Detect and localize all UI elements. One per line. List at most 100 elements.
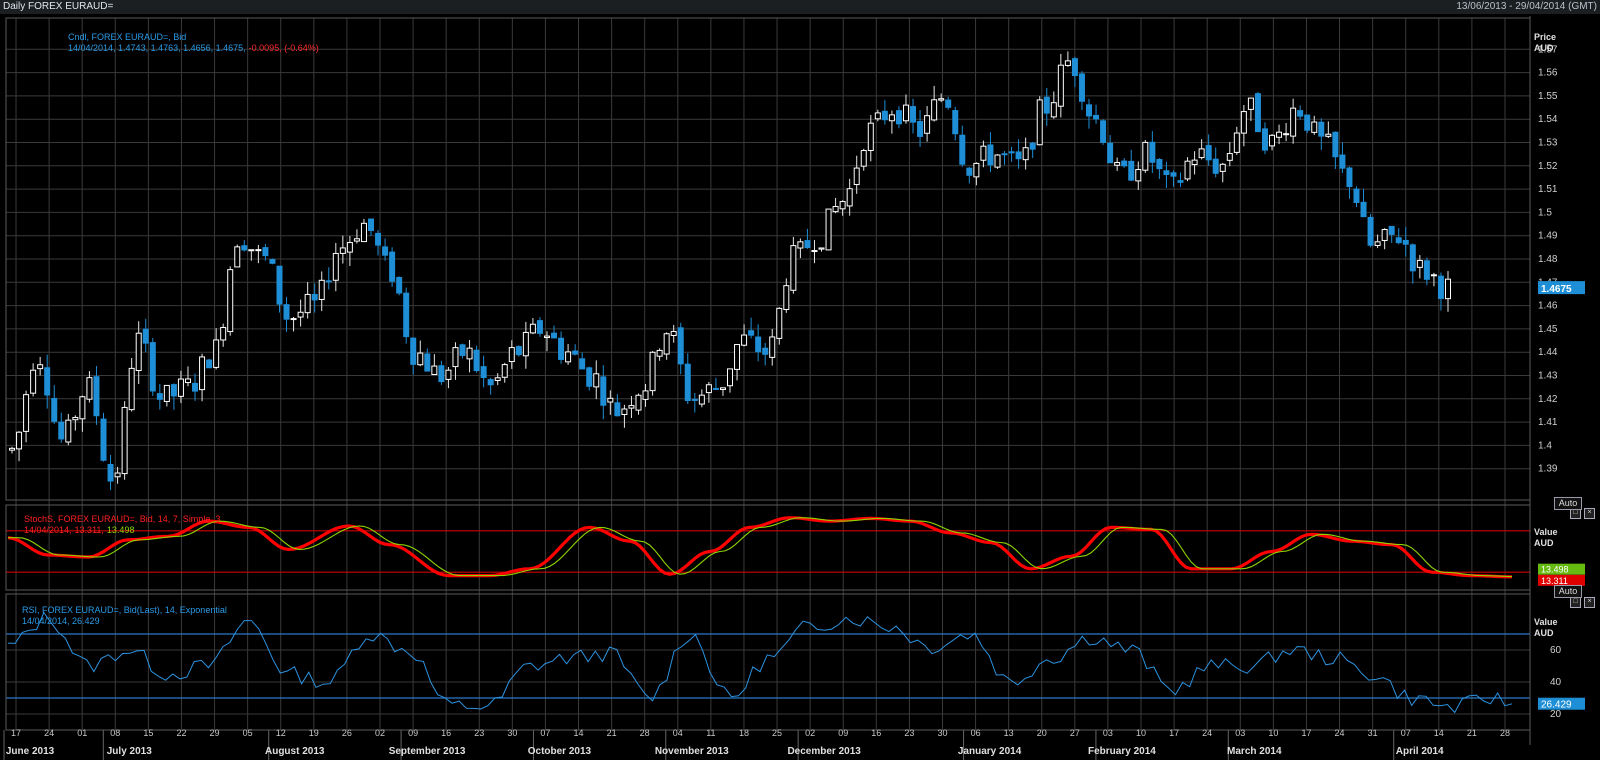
candle-body [586, 367, 593, 387]
candle-body [1156, 159, 1163, 170]
candle-body [1402, 239, 1409, 245]
candle-body [44, 367, 51, 396]
x-tick-label: 30 [937, 728, 947, 738]
date-range: 13/06/2013 - 29/04/2014 (GMT) [1456, 1, 1597, 12]
x-tick-label: 04 [673, 728, 683, 738]
candle-body [755, 336, 762, 353]
candle-body [579, 358, 586, 370]
candle-body [1100, 120, 1107, 143]
x-tick-label: 08 [110, 728, 120, 738]
candle-body [888, 114, 895, 122]
price-auto-button[interactable]: Auto [1554, 497, 1582, 510]
x-month-label: February 2014 [1088, 746, 1156, 757]
candle-body [360, 222, 367, 243]
stoch-close-button[interactable]: × [1584, 508, 1595, 519]
x-tick-label: 21 [607, 728, 617, 738]
price-y-tick-label: 1.46 [1538, 301, 1558, 312]
candle-body [501, 364, 508, 378]
stoch-legend-line2: 14/04/2014, 13.311, 13.498 [24, 525, 134, 535]
candle-body [642, 390, 649, 400]
candle-body [790, 245, 797, 291]
candle-body [9, 447, 15, 451]
stoch-legend-line1: StochS, FOREX EURAUD=, Bid, 14, 7, Simpl… [24, 514, 220, 524]
candle-body [1001, 153, 1008, 156]
x-month-label: September 2013 [389, 746, 466, 757]
candle-body [23, 394, 30, 432]
candle-body [192, 382, 199, 392]
candle-body [952, 110, 959, 135]
candle-body [353, 238, 360, 242]
x-tick-label: 26 [342, 728, 352, 738]
candle-body [895, 110, 902, 125]
candle-body [924, 115, 931, 134]
candle-body [797, 241, 804, 249]
x-tick-label: 23 [474, 728, 484, 738]
candle-body [593, 373, 600, 388]
candle-body [1395, 237, 1402, 244]
x-tick-label: 10 [1136, 728, 1146, 738]
rsi-line [7, 611, 1513, 714]
candle-body [776, 307, 783, 339]
candle-body [818, 247, 825, 250]
rsi-axis-title: Value [1534, 617, 1558, 627]
candle-body [30, 369, 37, 394]
stoch-d-value: 13.498 [1541, 565, 1569, 575]
candle-body [135, 332, 142, 372]
candle-body [832, 206, 839, 213]
x-tick-label: 09 [408, 728, 418, 738]
candle-body [1177, 180, 1184, 183]
candle-body [234, 246, 241, 268]
price-y-tick-label: 1.44 [1538, 347, 1558, 358]
candle-body [508, 347, 515, 363]
price-y-tick-label: 1.57 [1538, 44, 1558, 55]
candle-body [389, 251, 396, 282]
stoch-legend-date: 14/04/2014, [24, 525, 72, 535]
x-tick-label: 25 [772, 728, 782, 738]
candle-body [1135, 169, 1142, 182]
rsi-y-tick-label: 60 [1550, 645, 1562, 656]
rsi-restore-button[interactable]: □ [1570, 597, 1581, 608]
candle-body [1050, 102, 1057, 118]
x-tick-label: 13 [1004, 728, 1014, 738]
candle-body [1261, 128, 1268, 151]
candle-body [910, 106, 917, 123]
candle-body [670, 330, 677, 336]
candle-body [79, 396, 86, 420]
candle-body [58, 421, 65, 440]
candle-body [917, 121, 924, 137]
candle-body [269, 259, 276, 264]
candle-body [431, 365, 438, 376]
candle-body [184, 378, 191, 384]
x-tick-label: 24 [1335, 728, 1345, 738]
stoch-k-value: 13.311 [1541, 576, 1568, 586]
stoch-axis-unit: AUD [1534, 538, 1554, 548]
stoch-d-badge [1538, 563, 1585, 575]
candle-body [93, 376, 100, 417]
candle-body [607, 397, 614, 403]
candle-body [628, 405, 635, 409]
x-tick-label: 02 [375, 728, 385, 738]
candle-body [1057, 64, 1064, 107]
candle-body [804, 240, 811, 249]
price-y-tick-label: 1.45 [1538, 324, 1558, 335]
candle-body [459, 344, 466, 356]
candle-body [255, 249, 262, 252]
candle-body [987, 144, 994, 166]
rsi-close-button[interactable]: × [1584, 597, 1595, 608]
candle-body [994, 154, 1001, 168]
candle-body [170, 384, 177, 397]
x-tick-label: 14 [574, 728, 584, 738]
candle-body [452, 347, 459, 368]
candle-body [1149, 141, 1156, 163]
candle-body [480, 366, 487, 379]
candle-body [663, 333, 670, 355]
candle-body [705, 384, 712, 394]
candle-body [1029, 142, 1036, 150]
price-y-tick-label: 1.51 [1538, 184, 1558, 195]
candle-body [1445, 278, 1451, 300]
stoch-auto-button[interactable]: Auto [1554, 585, 1582, 598]
candle-body [1283, 133, 1290, 136]
candle-body [973, 162, 980, 178]
candle-body [635, 394, 642, 411]
